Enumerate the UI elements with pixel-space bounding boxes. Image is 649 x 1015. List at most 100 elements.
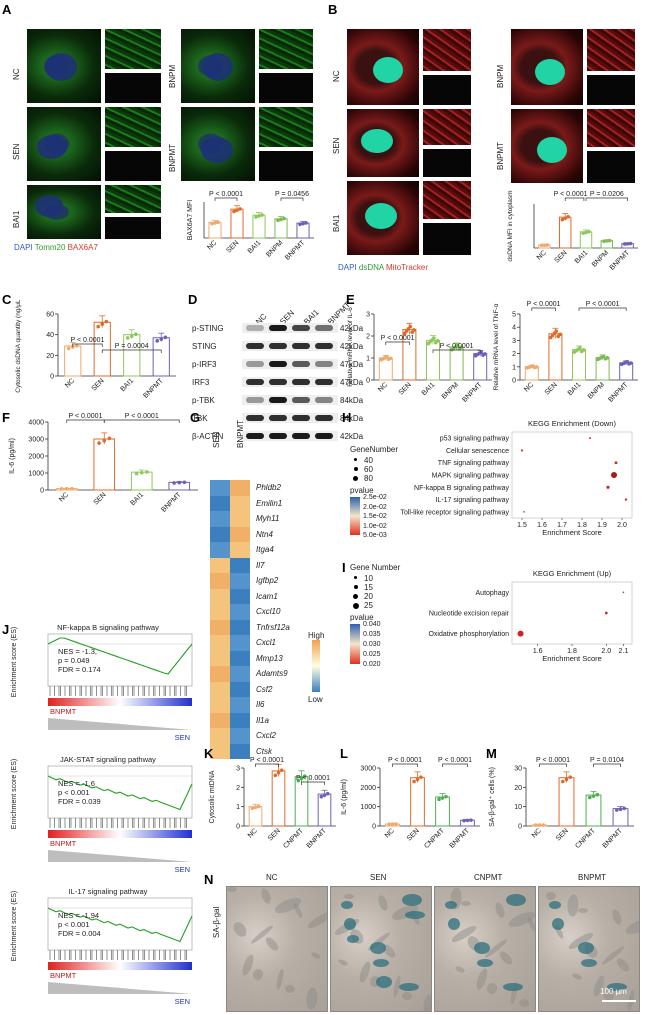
data-point bbox=[469, 818, 473, 822]
data-point bbox=[584, 230, 588, 235]
heatmap-gene-label: Tnfrsf12a bbox=[256, 622, 290, 632]
heatmap-gene-label: Cxcl1 bbox=[256, 638, 277, 647]
chart-e1: 0 1 2 3 Relative mRNA level of IL-6 NC SEN BAI1… bbox=[347, 307, 492, 404]
heatmap-cell bbox=[210, 480, 230, 496]
bar-nc bbox=[64, 345, 82, 377]
data-point bbox=[301, 221, 305, 226]
legend-pvalue-tick: 1.5e-02 bbox=[363, 513, 387, 520]
heatmap-cell bbox=[230, 604, 250, 620]
bar-bai1 bbox=[572, 349, 586, 381]
x-tick-label: SEN bbox=[406, 827, 421, 842]
heatmap-gene-label: Il7 bbox=[256, 560, 265, 570]
row-label-a-bai1: BAI1 bbox=[12, 210, 21, 228]
legend-pvalue-tick: 2.5e-02 bbox=[363, 494, 387, 501]
heatmap-cell bbox=[230, 495, 250, 511]
heatmap-cell bbox=[230, 619, 250, 635]
gsea-fdr: FDR = 0.004 bbox=[58, 929, 101, 938]
micrograph-b-sen-zoom bbox=[422, 108, 472, 146]
y-tick-label: 2000 bbox=[28, 454, 44, 461]
x-tick-label: BAI1 bbox=[421, 381, 437, 397]
significance-bracket bbox=[578, 307, 627, 311]
data-point bbox=[304, 221, 308, 225]
micrograph-b-bai1-green bbox=[422, 222, 472, 256]
scale-bar-label: 100 μm bbox=[600, 987, 627, 996]
micrograph-a-bnpmt bbox=[180, 106, 256, 182]
significance-bracket bbox=[531, 307, 556, 311]
micrograph-b-bnpmt bbox=[510, 108, 584, 184]
gsea-y-label: Enrichment score (ES) bbox=[11, 759, 18, 829]
blot-row bbox=[242, 431, 338, 441]
gsea-left-label: BNPMT bbox=[50, 971, 77, 980]
legend-b-mito: MitoTracker bbox=[386, 263, 428, 272]
data-point bbox=[125, 336, 130, 340]
heatmap-gene-label: Cxcl10 bbox=[256, 607, 281, 616]
gsea-enrichment-curve bbox=[47, 775, 193, 811]
gsea-plot: NF-kappa B signaling pathway Enrichment s… bbox=[11, 623, 193, 742]
data-point bbox=[560, 779, 565, 784]
legend-b: DAPI dsDNA MitoTracker bbox=[338, 264, 428, 272]
heatmap-cell bbox=[210, 619, 230, 635]
heatmap-cell bbox=[210, 542, 230, 558]
micrograph-b-bai1 bbox=[346, 180, 420, 256]
legend-pvalue-tick: 5.0e-03 bbox=[363, 532, 387, 539]
x-tick-label: NC bbox=[377, 381, 389, 393]
significance-bracket bbox=[593, 763, 621, 767]
micrograph-a-nc-red bbox=[104, 72, 162, 104]
blot-band bbox=[246, 397, 264, 403]
heatmap-cell bbox=[230, 697, 250, 713]
heatmap-color-scale bbox=[312, 640, 320, 692]
legend-gene-dot bbox=[353, 467, 358, 471]
p-value-label: P < 0.0001 bbox=[440, 343, 474, 350]
data-point bbox=[182, 480, 187, 485]
blot-kda-label: 84kDa bbox=[340, 396, 364, 405]
heatmap-gene-label: Ntn4 bbox=[256, 529, 273, 539]
x-tick-label: 1.8 bbox=[567, 648, 577, 655]
heatmap-cell bbox=[210, 650, 230, 666]
blot-band bbox=[315, 379, 333, 385]
data-point bbox=[607, 238, 612, 243]
gsea-plot-area bbox=[47, 633, 193, 687]
data-point bbox=[276, 218, 280, 223]
kegg-dot bbox=[614, 461, 618, 465]
panel-letter-J: J bbox=[2, 622, 10, 637]
micrograph-a-nc-zoom bbox=[104, 28, 162, 70]
p-value-label: P < 0.0001 bbox=[71, 337, 105, 344]
bar-bnpm bbox=[449, 346, 464, 381]
heatmap-cell bbox=[230, 681, 250, 697]
row-label-a-bnpmt: BNPMT bbox=[168, 144, 177, 172]
heatmap-cell bbox=[210, 697, 230, 713]
bar-sen bbox=[230, 208, 244, 239]
data-point bbox=[250, 806, 255, 811]
data-point bbox=[100, 322, 105, 326]
micrograph-b-nc bbox=[346, 28, 420, 106]
significance-bracket bbox=[301, 781, 325, 785]
legend-pvalue-tick: 0.020 bbox=[363, 661, 381, 668]
data-point bbox=[578, 346, 582, 350]
data-point bbox=[302, 774, 307, 778]
sa-micrograph-bnpmt bbox=[538, 886, 640, 1012]
blot-row bbox=[242, 359, 338, 369]
data-point bbox=[587, 795, 592, 800]
p-value-label: P < 0.0001 bbox=[527, 301, 561, 308]
kegg-dot bbox=[606, 485, 610, 489]
data-point bbox=[465, 818, 470, 823]
legend-pvalue-scale bbox=[350, 497, 360, 535]
y-axis-label: Cytosolic dsDNA quantity (ng/μL) bbox=[15, 300, 22, 393]
heatmap-cell bbox=[230, 635, 250, 651]
legend-gene-level: 25 bbox=[364, 601, 373, 610]
data-point bbox=[408, 324, 413, 329]
y-tick-label: 20 bbox=[514, 785, 522, 792]
x-tick-label: 1.8 bbox=[577, 522, 587, 529]
heatmap-g: SEN BNPMT Phldb2 Emilin1 Myh11 Ntn4 Itga4 Il7 Ig… bbox=[204, 414, 334, 759]
x-tick-label: BNPMT bbox=[609, 249, 632, 272]
gsea-plots: NF-kappa B signaling pathway Enrichment s… bbox=[8, 620, 198, 1015]
data-point bbox=[172, 481, 176, 485]
data-point bbox=[614, 808, 619, 812]
gsea-nes: NES = -1.3, bbox=[58, 647, 97, 656]
sa-micrograph-nc bbox=[226, 886, 328, 1012]
x-tick-label: BAI1 bbox=[574, 249, 590, 265]
heatmap-cell bbox=[210, 666, 230, 682]
x-tick-label: 1.7 bbox=[557, 522, 567, 529]
blot-band bbox=[246, 361, 264, 367]
y-tick-label: 2000 bbox=[360, 785, 376, 792]
